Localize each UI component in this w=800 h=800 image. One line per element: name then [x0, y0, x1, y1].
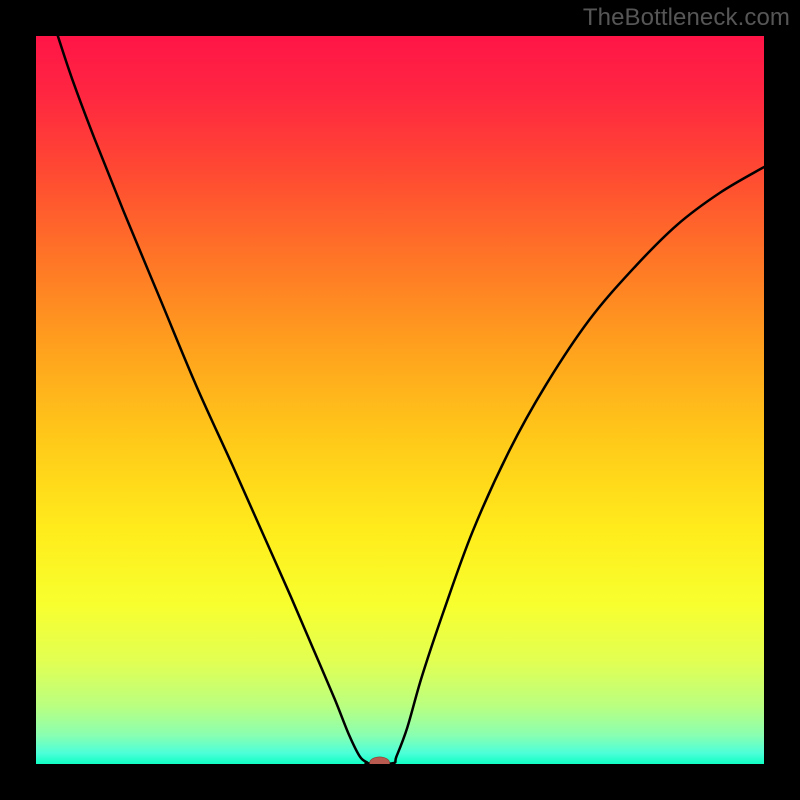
chart-svg	[0, 0, 800, 800]
chart-container: TheBottleneck.com	[0, 0, 800, 800]
plot-background	[36, 36, 764, 764]
watermark-text: TheBottleneck.com	[583, 4, 790, 32]
